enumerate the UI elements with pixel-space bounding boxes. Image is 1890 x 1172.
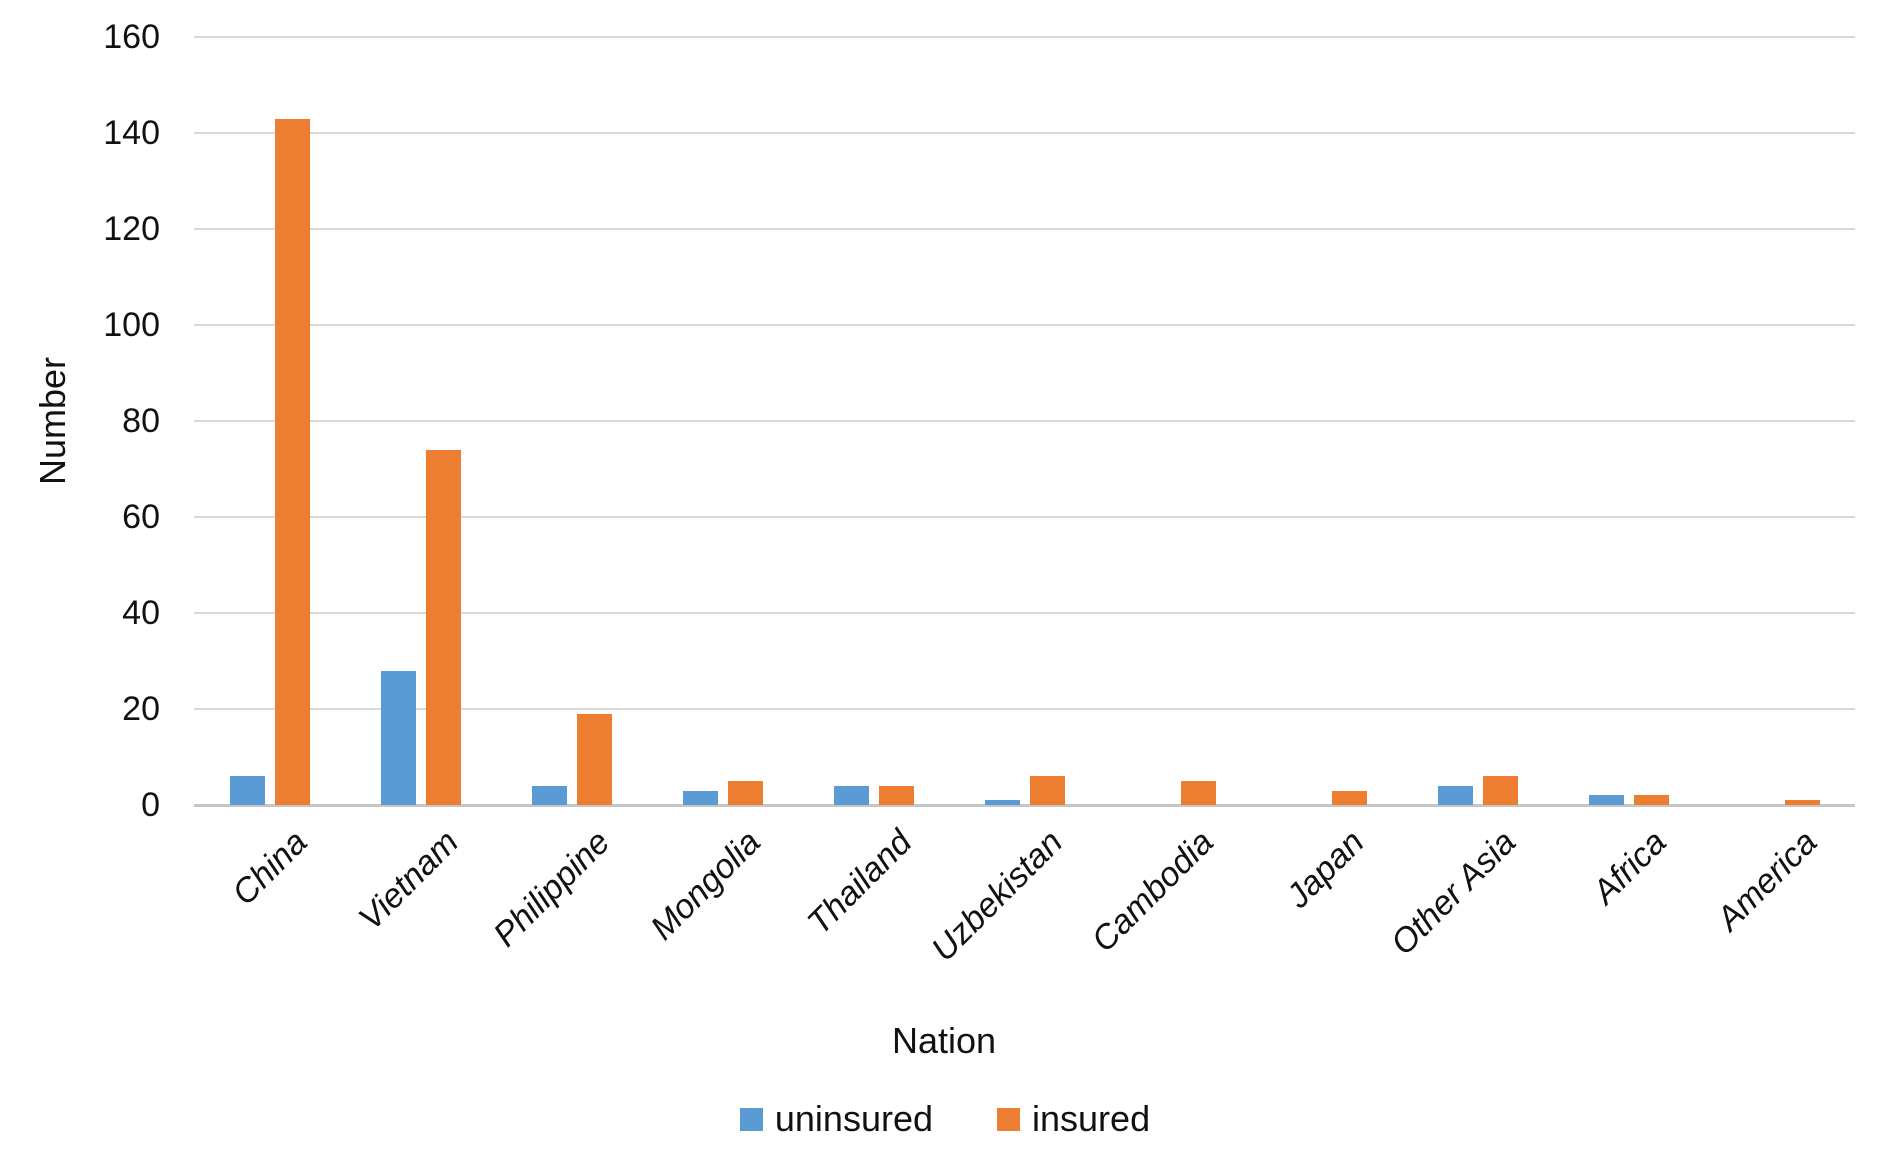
gridline-y-80 <box>194 420 1855 422</box>
legend-item-uninsured: uninsured <box>739 1098 934 1140</box>
y-tick-label-40: 40 <box>122 594 160 632</box>
x-tick-label-japan: Japan <box>1279 823 1372 916</box>
bar-insured-vietnam <box>426 450 461 805</box>
y-tick-label-20: 20 <box>122 690 160 728</box>
y-tick-label-140: 140 <box>103 114 160 152</box>
legend-label-insured: insured <box>1032 1098 1151 1139</box>
x-axis-title: Nation <box>891 1020 997 1061</box>
bar-uninsured-philippine <box>532 786 567 805</box>
x-tick-label-uzbekistan: Uzbekistan <box>924 823 1070 969</box>
gridline-y-40 <box>194 612 1855 614</box>
legend-swatch-uninsured <box>739 1107 763 1131</box>
gridline-y-60 <box>194 516 1855 518</box>
bar-insured-japan <box>1332 791 1367 805</box>
x-axis-line <box>194 804 1855 807</box>
x-tick-label-vietnam: Vietnam <box>351 823 466 938</box>
y-tick-label-160: 160 <box>103 18 160 56</box>
x-tick-label-other-asia: Other Asia <box>1383 823 1523 963</box>
gridline-y-140 <box>194 132 1855 134</box>
legend: uninsured insured <box>0 1098 1890 1140</box>
bar-uninsured-uzbekistan <box>985 800 1020 805</box>
gridline-y-20 <box>194 708 1855 710</box>
legend-item-insured: insured <box>997 1098 1150 1140</box>
bar-insured-other-asia <box>1483 776 1518 805</box>
gridline-y-100 <box>194 324 1855 326</box>
bar-insured-america <box>1785 800 1820 805</box>
bar-uninsured-other-asia <box>1438 786 1473 805</box>
x-tick-label-africa: Africa <box>1585 823 1674 912</box>
legend-label-uninsured: uninsured <box>774 1098 934 1139</box>
x-tick-label-america: America <box>1709 823 1825 939</box>
legend-swatch-insured <box>997 1107 1021 1131</box>
x-tick-label-mongolia: Mongolia <box>643 823 768 948</box>
bar-uninsured-china <box>230 776 265 805</box>
x-tick-label-thailand: Thailand <box>799 823 919 943</box>
gridline-y-160 <box>194 36 1855 38</box>
x-tick-label-china: China <box>225 823 315 913</box>
bar-insured-cambodia <box>1181 781 1216 805</box>
bar-insured-philippine <box>577 714 612 805</box>
bar-uninsured-mongolia <box>683 791 718 805</box>
y-tick-label-120: 120 <box>103 210 160 248</box>
x-tick-label-cambodia: Cambodia <box>1084 823 1221 960</box>
y-tick-label-100: 100 <box>103 306 160 344</box>
bar-uninsured-vietnam <box>381 671 416 805</box>
bar-insured-thailand <box>879 786 914 805</box>
bar-insured-china <box>275 119 310 805</box>
bar-insured-mongolia <box>728 781 763 805</box>
y-tick-label-0: 0 <box>141 786 160 824</box>
gridline-y-120 <box>194 228 1855 230</box>
bar-insured-uzbekistan <box>1030 776 1065 805</box>
x-tick-label-philippine: Philippine <box>485 823 617 955</box>
y-tick-label-80: 80 <box>122 402 160 440</box>
y-tick-label-60: 60 <box>122 498 160 536</box>
bar-uninsured-thailand <box>834 786 869 805</box>
plot-area: 0 20 40 60 80 100 120 140 160 China Vietnam Philipp… <box>103 19 1855 969</box>
bar-uninsured-africa <box>1589 795 1624 805</box>
bar-insured-africa <box>1634 795 1669 805</box>
